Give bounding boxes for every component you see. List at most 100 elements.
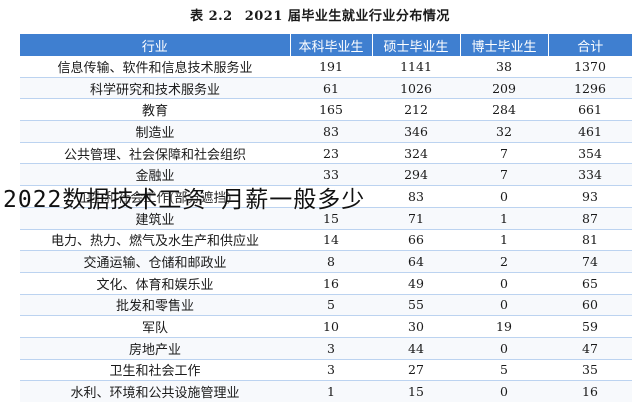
cell-bachelor: 3 — [290, 336, 372, 360]
cell-doctor: 38 — [496, 58, 512, 74]
cell-bachelor: 14 — [290, 228, 372, 251]
cell-bachelor — [290, 185, 372, 208]
cell-industry: 房地产业 — [20, 336, 290, 360]
cell-industry: 科学研究和技术服务业 — [20, 76, 290, 99]
cell-doctor: 5 — [460, 358, 548, 381]
cell-industry: 金融业 — [20, 163, 290, 186]
cell-bachelor: 15 — [290, 206, 372, 229]
cell-master: 71 — [372, 206, 460, 229]
cell-doctor: 284 — [460, 98, 548, 121]
cell-master: 324 — [372, 141, 460, 164]
cell-industry: 电力、热力、燃气及水生产和供应业 — [20, 228, 290, 251]
cell-bachelor: 191 — [319, 58, 343, 74]
table-row: 电力、热力、燃气及水生产和供应业 14 66 1 81 — [20, 228, 632, 251]
cell-master: 66 — [372, 228, 460, 251]
cell-master: 1026 — [372, 76, 460, 99]
cell-doctor: 0 — [460, 380, 548, 402]
table-row: 建筑业 15 71 1 87 — [20, 206, 632, 229]
cell-master: 294 — [372, 163, 460, 186]
table-row: 公共管理、社会保障和社会组织 23 324 7 354 — [20, 141, 632, 164]
table-row: 文化、体育和娱乐业 16 49 0 65 — [20, 271, 632, 295]
cell-master: 64 — [372, 250, 460, 273]
cell-industry: 交通运输、仓储和邮政业 — [20, 250, 290, 273]
cell-bachelor: 3 — [290, 358, 372, 381]
cell-industry: 制造业 — [20, 120, 290, 143]
cell-bachelor: 10 — [290, 315, 372, 338]
cell-industry: 卫生和社会工作(部分遮挡) — [20, 185, 290, 208]
cell-total: 59 — [548, 315, 632, 338]
cell-total: 16 — [548, 380, 632, 402]
cell-total: 74 — [548, 250, 632, 273]
cell-bachelor: 83 — [290, 120, 372, 143]
industry-table-container: 行业 本科毕业生 硕士毕业生 博士毕业生 合计 信息传输、软件和信息技术服务业 1… — [20, 34, 632, 402]
header-master: 硕士毕业生 — [371, 34, 460, 56]
cell-total: 81 — [548, 228, 632, 251]
cell-industry: 信息传输、软件和信息技术服务业 — [57, 60, 253, 76]
cell-industry: 卫生和社会工作 — [20, 358, 290, 381]
cell-doctor: 2 — [460, 250, 548, 273]
header-total: 合计 — [547, 34, 632, 56]
cell-bachelor: 23 — [290, 141, 372, 164]
table-row: 卫生和社会工作 3 27 5 35 — [20, 358, 632, 381]
cell-master: 27 — [372, 358, 460, 381]
cell-bachelor: 33 — [290, 163, 372, 186]
table-row: 金融业 33 294 7 334 — [20, 163, 632, 186]
cell-doctor: 0 — [460, 185, 548, 208]
cell-total: 60 — [548, 293, 632, 316]
cell-doctor: 32 — [460, 120, 548, 143]
table-row: 信息传输、软件和信息技术服务业 191 1141 38 1370 — [20, 56, 632, 77]
cell-doctor: 19 — [460, 315, 548, 338]
cell-industry: 军队 — [20, 315, 290, 338]
cell-master: 83 — [372, 185, 460, 208]
cell-doctor: 7 — [460, 141, 548, 164]
cell-master: 212 — [372, 98, 460, 121]
cell-total: 1370 — [574, 58, 606, 74]
table-row: 军队 10 30 19 59 — [20, 315, 632, 338]
table-row: 卫生和社会工作(部分遮挡) 83 0 93 — [20, 185, 632, 208]
cell-industry: 教育 — [20, 98, 290, 121]
cell-doctor: 0 — [460, 271, 548, 295]
table-row: 科学研究和技术服务业 61 1026 209 1296 — [20, 76, 632, 99]
header-bachelor: 本科毕业生 — [289, 34, 372, 56]
cell-bachelor: 8 — [290, 250, 372, 273]
cell-master: 346 — [372, 120, 460, 143]
cell-master: 30 — [372, 315, 460, 338]
cell-total: 93 — [548, 185, 632, 208]
cell-total: 65 — [548, 271, 632, 295]
cell-master: 55 — [372, 293, 460, 316]
cell-master: 15 — [372, 380, 460, 402]
cell-total: 661 — [548, 98, 632, 121]
table-number: 表 2.2 — [190, 9, 233, 24]
table-caption: 表 2.2 2021 届毕业生就业行业分布情况 — [0, 5, 640, 24]
header-industry: 行业 — [20, 34, 290, 56]
cell-industry: 文化、体育和娱乐业 — [20, 271, 290, 295]
cell-master: 1141 — [400, 58, 432, 74]
table-row: 水利、环境和公共设施管理业 1 15 0 16 — [20, 380, 632, 402]
cell-master: 44 — [372, 336, 460, 360]
header-doctor: 博士毕业生 — [459, 34, 548, 56]
cell-total: 461 — [548, 120, 632, 143]
cell-master: 49 — [372, 271, 460, 295]
table-row: 批发和零售业 5 55 0 60 — [20, 293, 632, 316]
cell-total: 47 — [548, 336, 632, 360]
cell-doctor: 0 — [460, 293, 548, 316]
table-title: 2021 届毕业生就业行业分布情况 — [244, 9, 450, 24]
cell-total: 334 — [548, 163, 632, 186]
table-row: 交通运输、仓储和邮政业 8 64 2 74 — [20, 250, 632, 273]
cell-bachelor: 61 — [290, 76, 372, 99]
cell-bachelor: 1 — [290, 380, 372, 402]
cell-total: 35 — [548, 358, 632, 381]
table-header-row: 行业 本科毕业生 硕士毕业生 博士毕业生 合计 — [20, 34, 632, 56]
cell-doctor: 7 — [460, 163, 548, 186]
industry-distribution-table: 行业 本科毕业生 硕士毕业生 博士毕业生 合计 信息传输、软件和信息技术服务业 1… — [20, 34, 632, 402]
table-row: 教育 165 212 284 661 — [20, 98, 632, 121]
cell-industry: 批发和零售业 — [20, 293, 290, 316]
cell-doctor: 1 — [460, 228, 548, 251]
table-row: 制造业 83 346 32 461 — [20, 120, 632, 143]
table-row: 房地产业 3 44 0 47 — [20, 336, 632, 360]
cell-doctor: 1 — [460, 206, 548, 229]
overlay-watermark-text: 2022数据技术工资 月薪一般多少 — [3, 187, 366, 213]
cell-bachelor: 5 — [290, 293, 372, 316]
cell-industry: 建筑业 — [20, 206, 290, 229]
cell-bachelor: 16 — [290, 271, 372, 295]
